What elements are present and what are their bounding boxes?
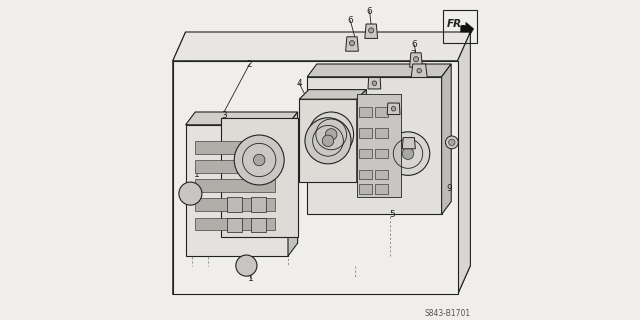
Bar: [359, 149, 372, 158]
Text: 5: 5: [370, 172, 376, 180]
Circle shape: [234, 135, 284, 185]
Circle shape: [349, 41, 355, 46]
Circle shape: [236, 255, 257, 276]
Bar: [195, 198, 275, 211]
Polygon shape: [186, 125, 288, 256]
Text: 6: 6: [412, 40, 417, 49]
Polygon shape: [346, 37, 358, 51]
Polygon shape: [365, 24, 378, 38]
Polygon shape: [368, 77, 381, 89]
Bar: [375, 170, 388, 179]
Text: S843-B1701: S843-B1701: [424, 309, 470, 318]
Polygon shape: [387, 103, 400, 115]
Circle shape: [323, 135, 334, 147]
Circle shape: [387, 132, 430, 175]
Polygon shape: [173, 266, 470, 294]
Text: 7: 7: [410, 50, 415, 59]
Polygon shape: [307, 77, 442, 214]
Polygon shape: [173, 32, 186, 294]
Text: 1: 1: [248, 274, 254, 283]
Polygon shape: [300, 90, 366, 99]
Text: 3: 3: [221, 111, 227, 120]
Bar: [375, 128, 388, 138]
Circle shape: [309, 112, 354, 157]
Polygon shape: [186, 112, 298, 125]
Bar: [251, 197, 266, 212]
Bar: [195, 218, 275, 230]
Polygon shape: [461, 22, 474, 35]
Circle shape: [445, 136, 458, 149]
Bar: [195, 141, 275, 154]
Circle shape: [179, 182, 202, 205]
Circle shape: [403, 148, 414, 159]
Text: 6: 6: [348, 16, 353, 25]
Text: FR.: FR.: [447, 19, 466, 29]
Bar: [375, 107, 388, 117]
Polygon shape: [357, 90, 366, 182]
Bar: [359, 184, 372, 194]
Bar: [251, 218, 266, 232]
Polygon shape: [173, 32, 470, 61]
Text: 1: 1: [194, 170, 200, 179]
Bar: [227, 197, 242, 212]
Text: 9: 9: [447, 184, 452, 193]
Bar: [375, 149, 388, 158]
Circle shape: [413, 57, 419, 62]
Circle shape: [326, 129, 337, 140]
Bar: [375, 184, 388, 194]
Bar: [227, 218, 242, 232]
Text: 4: 4: [296, 79, 302, 88]
Bar: [357, 94, 401, 197]
Text: 2: 2: [247, 60, 252, 68]
Polygon shape: [300, 99, 357, 182]
Bar: [359, 128, 372, 138]
Polygon shape: [410, 53, 422, 67]
Text: 8: 8: [392, 135, 398, 144]
Polygon shape: [173, 61, 458, 294]
Bar: [443, 10, 477, 43]
Circle shape: [369, 28, 374, 33]
Polygon shape: [403, 138, 415, 149]
Circle shape: [392, 107, 396, 111]
Polygon shape: [412, 64, 428, 77]
Bar: [195, 179, 275, 192]
Circle shape: [253, 154, 265, 166]
Circle shape: [417, 68, 422, 73]
Text: 5: 5: [389, 210, 395, 219]
Polygon shape: [458, 32, 470, 294]
Circle shape: [372, 81, 376, 85]
Polygon shape: [221, 118, 298, 237]
Bar: [359, 170, 372, 179]
Circle shape: [449, 139, 455, 146]
Bar: [359, 107, 372, 117]
Bar: [195, 160, 275, 173]
Polygon shape: [307, 64, 451, 77]
Text: 6: 6: [367, 7, 372, 16]
Polygon shape: [442, 64, 451, 214]
Circle shape: [305, 118, 351, 164]
Polygon shape: [288, 112, 298, 256]
